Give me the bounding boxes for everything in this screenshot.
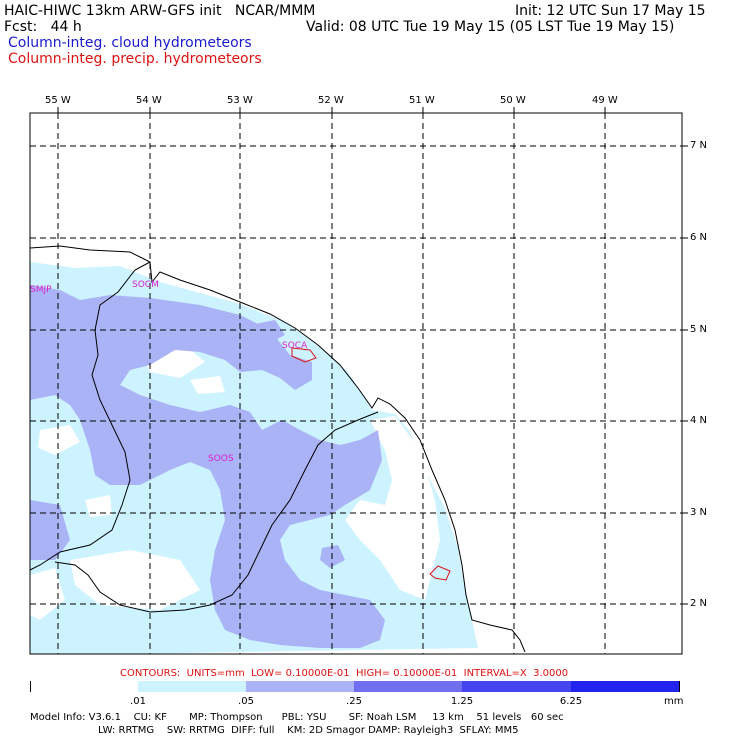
lon-label: 50 W — [500, 95, 526, 106]
colorbar-label: .01 — [130, 696, 146, 707]
lat-lon-grid — [30, 113, 682, 654]
map-frame — [29, 112, 683, 655]
station-label: SOOS — [208, 454, 234, 464]
model-info-line1: Model Info: V3.6.1 CU: KF MP: Thompson P… — [30, 712, 564, 723]
cloud-field-medium — [30, 500, 70, 560]
colorbar-bin — [246, 681, 354, 692]
lon-label: 52 W — [318, 95, 344, 106]
colorbar-bin — [462, 681, 571, 692]
colorbar-label: .25 — [346, 696, 362, 707]
lat-label: 2 N — [690, 598, 708, 609]
clear-region — [38, 425, 80, 455]
lat-label: 7 N — [690, 140, 708, 151]
coastline — [29, 245, 526, 653]
valid-time: Valid: 08 UTC Tue 19 May 15 (05 LST Tue … — [306, 19, 675, 35]
lon-label: 53 W — [227, 95, 253, 106]
precip-contour — [291, 347, 317, 363]
colorbar-label: .05 — [238, 696, 254, 707]
lon-label: 49 W — [592, 95, 618, 106]
model-info-line2: LW: RRTMG SW: RRTMG DIFF: full KM: 2D Sm… — [98, 725, 519, 736]
hydrometeor-fields — [30, 262, 478, 654]
colorbar-bin — [354, 681, 462, 692]
colorbar-bin — [31, 681, 138, 692]
model-title: HAIC-HIWC 13km ARW-GFS init NCAR/MMM — [4, 3, 316, 19]
station-label: SOCA — [282, 341, 308, 351]
colorbar-bin — [138, 681, 246, 692]
country-border — [29, 261, 151, 571]
clear-region — [70, 550, 200, 610]
station-label: SMJP — [30, 285, 52, 295]
lon-label: 55 W — [45, 95, 71, 106]
clear-region — [190, 376, 225, 394]
contours-info: CONTOURS: UNITS=mm LOW= 0.10000E-01 HIGH… — [120, 668, 569, 679]
cloud-field-medium — [250, 320, 285, 345]
lat-label: 6 N — [690, 232, 708, 243]
legend-precip: Column-integ. precip. hydrometeors — [8, 51, 262, 67]
lat-label: 3 N — [690, 507, 708, 518]
colorbar-label: 6.25 — [559, 696, 583, 707]
cloud-field-medium — [30, 285, 385, 648]
forecast-hour: Fcst: 44 h — [4, 19, 82, 35]
clear-region — [85, 495, 112, 517]
legend-cloud: Column-integ. cloud hydrometeors — [8, 35, 252, 51]
station-label: SOCM — [132, 280, 159, 290]
precip-contour — [429, 565, 451, 581]
colorbar-unit: mm — [664, 696, 684, 707]
init-time: Init: 12 UTC Sun 17 May 15 — [515, 3, 706, 19]
axis-ticks — [57, 107, 688, 605]
lat-label: 5 N — [690, 324, 708, 335]
clear-region — [30, 568, 65, 620]
colorbar-label: 1.25 — [450, 696, 474, 707]
lat-label: 4 N — [690, 415, 708, 426]
clear-region — [345, 416, 440, 600]
lon-label: 51 W — [409, 95, 435, 106]
lon-label: 54 W — [136, 95, 162, 106]
colorbar-bin — [571, 681, 679, 692]
